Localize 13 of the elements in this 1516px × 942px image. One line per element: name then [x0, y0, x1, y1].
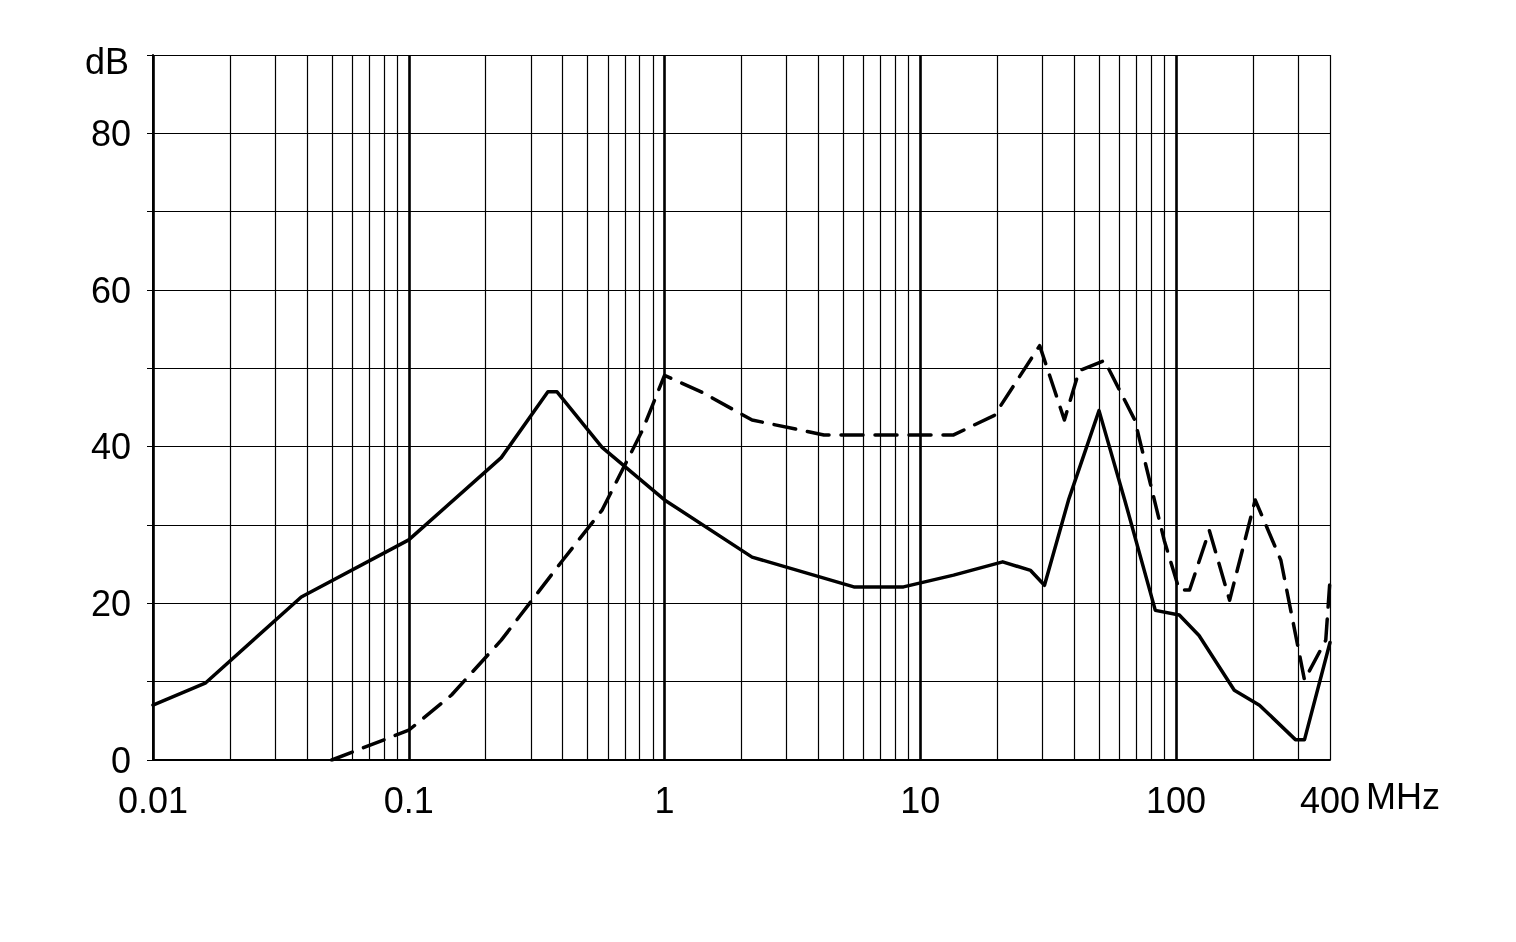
y-tick-label: 20: [90, 582, 131, 624]
x-tick-label: 10: [900, 779, 941, 821]
y-tick-label: 40: [90, 426, 131, 468]
x-tick-label: 0.01: [117, 779, 189, 821]
y-tick-label: 80: [90, 112, 131, 154]
y-tick-label: 0: [110, 739, 131, 781]
y-tick-label: 60: [90, 269, 131, 311]
x-tick-label: 1: [654, 779, 675, 821]
x-axis-title: MHz: [1365, 775, 1440, 817]
x-tick-label: 100: [1145, 779, 1207, 821]
x-tick-label: 400: [1299, 779, 1361, 821]
x-tick-label: 0.1: [383, 779, 434, 821]
y-axis-title: dB: [84, 40, 129, 82]
